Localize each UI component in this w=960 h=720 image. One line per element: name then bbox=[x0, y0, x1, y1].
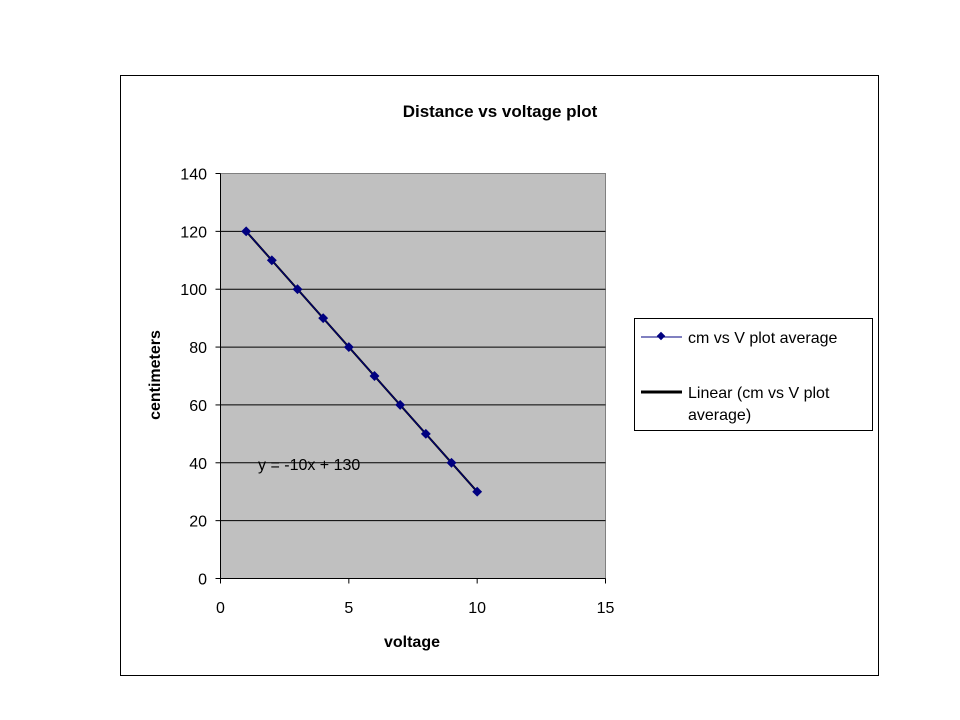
y-tick-label: 120 bbox=[180, 224, 207, 241]
data-point bbox=[318, 313, 329, 324]
x-tick-label: 10 bbox=[468, 600, 486, 617]
y-tick-label: 100 bbox=[180, 282, 207, 299]
legend-entry-trendline: Linear (cm vs V plot average) bbox=[688, 385, 834, 424]
data-point bbox=[472, 486, 483, 497]
x-axis-label: voltage bbox=[384, 634, 440, 651]
y-axis-label: centimeters bbox=[147, 330, 164, 420]
y-tick-label: 60 bbox=[189, 398, 207, 415]
legend-trend-line2: average) bbox=[688, 407, 751, 424]
x-tick-label: 0 bbox=[216, 600, 225, 617]
data-point bbox=[241, 226, 252, 237]
plot-area bbox=[220, 173, 606, 579]
y-tick-label: 0 bbox=[198, 572, 207, 589]
data-point bbox=[420, 428, 431, 439]
data-point bbox=[343, 342, 354, 353]
series-line bbox=[245, 231, 478, 493]
data-point bbox=[292, 284, 303, 295]
x-tick-label: 5 bbox=[344, 600, 353, 617]
x-tick-label: 15 bbox=[597, 600, 615, 617]
legend-marker-diamond bbox=[656, 331, 666, 341]
y-tick-label: 20 bbox=[189, 514, 207, 531]
data-point bbox=[395, 399, 406, 410]
legend-entry-series: cm vs V plot average bbox=[688, 330, 838, 347]
legend: cm vs V plot average Linear (cm vs V plo… bbox=[634, 318, 873, 431]
y-tick-label: 140 bbox=[180, 167, 207, 184]
y-tick-label: 80 bbox=[189, 340, 207, 357]
data-point bbox=[266, 255, 277, 266]
data-point bbox=[369, 371, 380, 381]
trendline-equation: y = -10x + 130 bbox=[258, 457, 360, 474]
legend-trend-line1: Linear (cm vs V plot bbox=[688, 385, 830, 402]
chart-title: Distance vs voltage plot bbox=[403, 102, 598, 121]
y-tick-label: 40 bbox=[189, 456, 207, 473]
data-point bbox=[446, 457, 457, 468]
